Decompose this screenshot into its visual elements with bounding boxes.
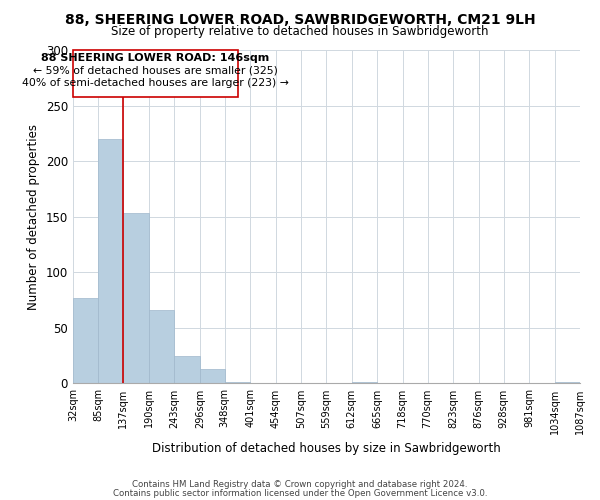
- Bar: [149, 310, 174, 384]
- Text: Contains public sector information licensed under the Open Government Licence v3: Contains public sector information licen…: [113, 489, 487, 498]
- FancyBboxPatch shape: [73, 50, 238, 96]
- Text: Size of property relative to detached houses in Sawbridgeworth: Size of property relative to detached ho…: [111, 25, 489, 38]
- Text: ← 59% of detached houses are smaller (325): ← 59% of detached houses are smaller (32…: [33, 65, 278, 75]
- Bar: [124, 214, 149, 384]
- X-axis label: Distribution of detached houses by size in Sawbridgeworth: Distribution of detached houses by size …: [152, 442, 501, 455]
- Bar: [554, 382, 580, 384]
- Bar: [98, 139, 124, 384]
- Text: 88 SHEERING LOWER ROAD: 146sqm: 88 SHEERING LOWER ROAD: 146sqm: [41, 54, 269, 64]
- Text: 40% of semi-detached houses are larger (223) →: 40% of semi-detached houses are larger (…: [22, 78, 289, 88]
- Bar: [352, 382, 377, 384]
- Text: 88, SHEERING LOWER ROAD, SAWBRIDGEWORTH, CM21 9LH: 88, SHEERING LOWER ROAD, SAWBRIDGEWORTH,…: [65, 12, 535, 26]
- Y-axis label: Number of detached properties: Number of detached properties: [27, 124, 40, 310]
- Bar: [225, 382, 250, 384]
- Text: Contains HM Land Registry data © Crown copyright and database right 2024.: Contains HM Land Registry data © Crown c…: [132, 480, 468, 489]
- Bar: [200, 369, 225, 384]
- Bar: [174, 356, 200, 384]
- Bar: [73, 298, 98, 384]
